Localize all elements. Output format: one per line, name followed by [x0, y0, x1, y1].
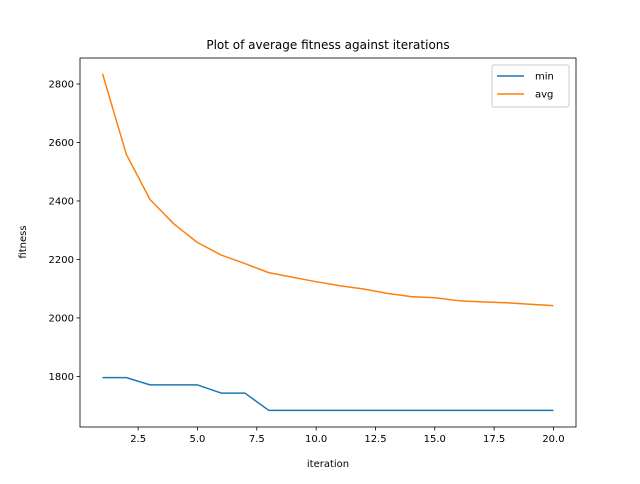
x-tick-label: 17.5 [483, 434, 505, 445]
y-tick-label: 2200 [49, 255, 74, 266]
series-lines [101, 73, 554, 412]
legend: min avg [491, 64, 570, 108]
y-axis: 1800 2000 2200 2400 2600 2800 [49, 80, 80, 383]
series-line-min [102, 376, 554, 412]
x-tick-label: 15.0 [424, 434, 446, 445]
x-tick-label: 2.5 [130, 434, 146, 445]
x-tick-label: 20.0 [542, 434, 564, 445]
x-tick-label: 7.5 [249, 434, 265, 445]
y-axis-label: fitness [18, 225, 29, 258]
legend-label-min: min [535, 72, 554, 83]
y-tick-label: 2800 [49, 80, 74, 91]
y-tick-label: 1800 [49, 372, 74, 383]
y-tick-label: 2400 [49, 196, 74, 207]
y-tick-label: 2600 [49, 138, 74, 149]
x-tick-label: 5.0 [190, 434, 206, 445]
x-axis-label: iteration [307, 459, 349, 470]
legend-box [491, 64, 570, 108]
plot-frame [79, 57, 577, 428]
x-tick-label: 10.0 [305, 434, 327, 445]
x-axis: 2.5 5.0 7.5 10.0 12.5 15.0 17.5 20.0 [130, 427, 565, 445]
x-tick-label: 12.5 [364, 434, 386, 445]
chart-title: Plot of average fitness against iteratio… [206, 38, 449, 52]
legend-label-avg: avg [535, 90, 553, 101]
y-tick-label: 2000 [49, 313, 74, 324]
series-line-avg [101, 73, 554, 307]
